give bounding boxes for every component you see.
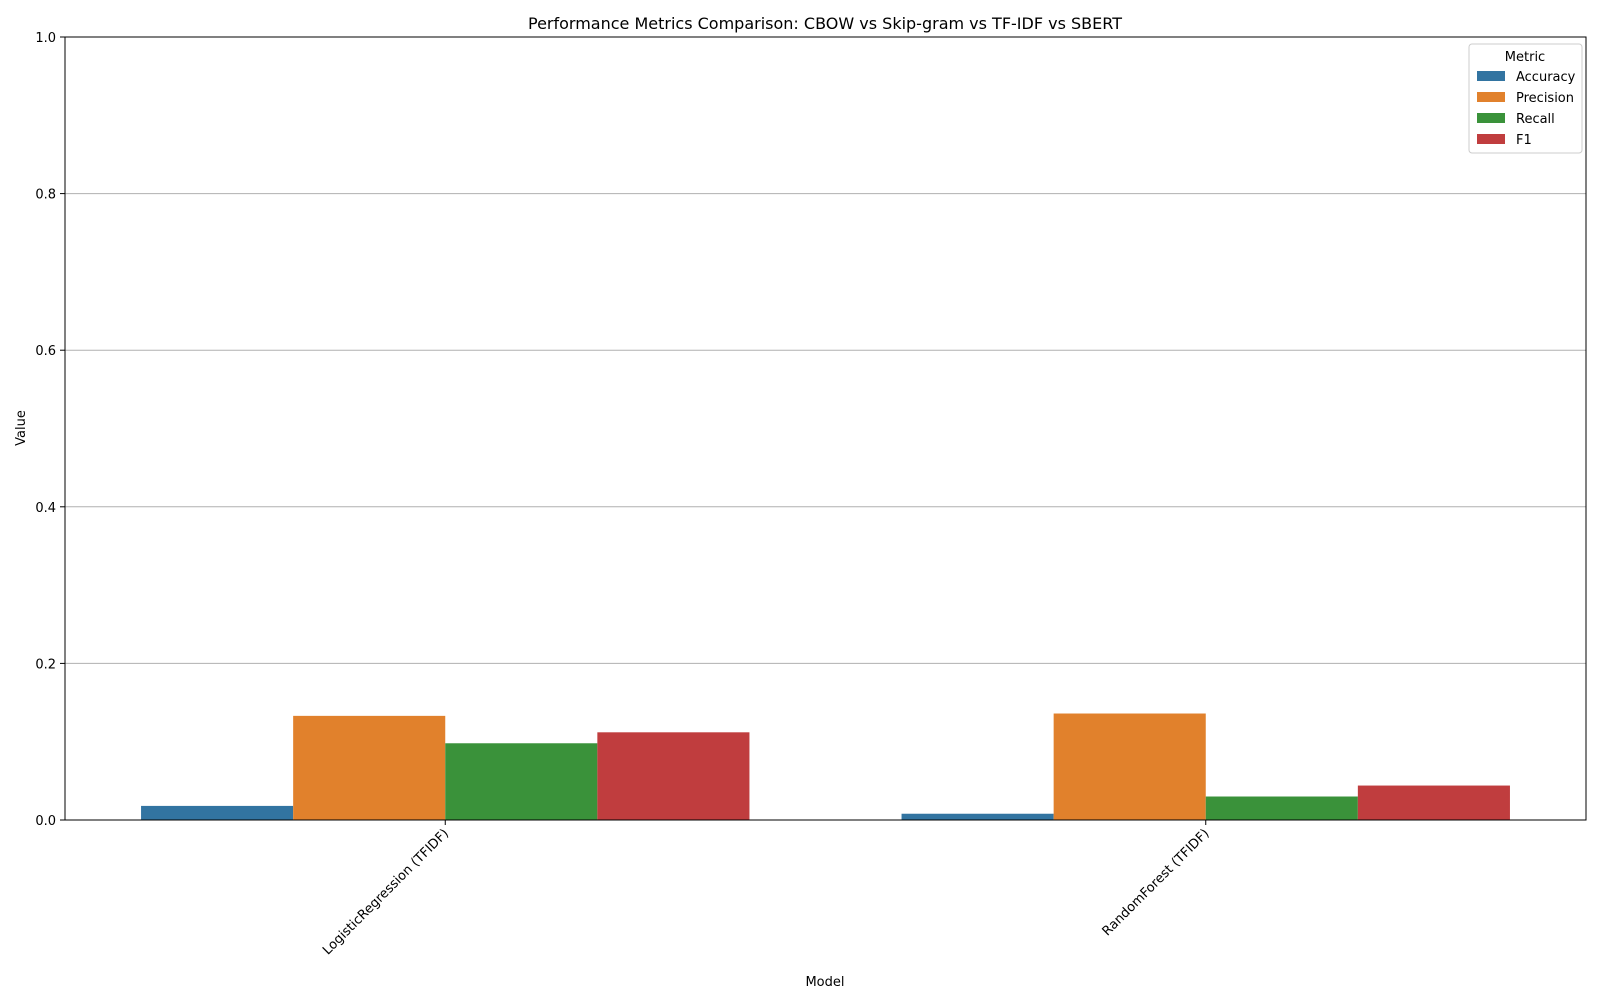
bar-f1-logisticregression-tfidf (597, 732, 750, 820)
legend-items: Accuracy Precision Recall F1 (1477, 70, 1576, 148)
bar-precision-randomforest-tfidf (1053, 713, 1206, 820)
y-axis-label: Value (14, 410, 29, 446)
legend-label-accuracy: Accuracy (1516, 70, 1576, 85)
bar-recall-logisticregression-tfidf (445, 743, 598, 820)
legend-swatch-f1 (1477, 134, 1505, 144)
bar-precision-logisticregression-tfidf (293, 715, 446, 820)
y-tick-label: 0.8 (35, 188, 56, 203)
bar-recall-randomforest-tfidf (1205, 796, 1358, 820)
y-tick-label: 1.0 (35, 31, 56, 46)
y-tick-label: 0.4 (35, 501, 56, 516)
bar-f1-randomforest-tfidf (1357, 785, 1510, 820)
x-axis-label: Model (805, 975, 844, 990)
y-tick-label: 0.6 (35, 344, 56, 359)
bars (141, 713, 1510, 820)
y-tick-label: 0.0 (35, 814, 56, 829)
grid-lines (65, 193, 1586, 664)
legend-swatch-recall (1477, 113, 1505, 123)
chart-title: Performance Metrics Comparison: CBOW vs … (528, 14, 1122, 33)
legend-title: Metric (1505, 50, 1545, 65)
y-tick-label: 0.2 (35, 657, 56, 672)
y-axis-ticks: 0.0 0.2 0.4 0.6 0.8 1.0 (35, 31, 65, 829)
legend-swatch-precision (1477, 92, 1505, 102)
bar-accuracy-randomforest-tfidf (901, 813, 1054, 820)
bar-accuracy-logisticregression-tfidf (141, 805, 294, 820)
legend-label-recall: Recall (1516, 112, 1555, 127)
legend-label-f1: F1 (1516, 133, 1532, 148)
plot-frame (64, 36, 1587, 821)
legend-label-precision: Precision (1516, 91, 1574, 106)
legend-swatch-accuracy (1477, 71, 1505, 81)
legend: Metric Accuracy Precision Recall F1 (1468, 43, 1583, 154)
